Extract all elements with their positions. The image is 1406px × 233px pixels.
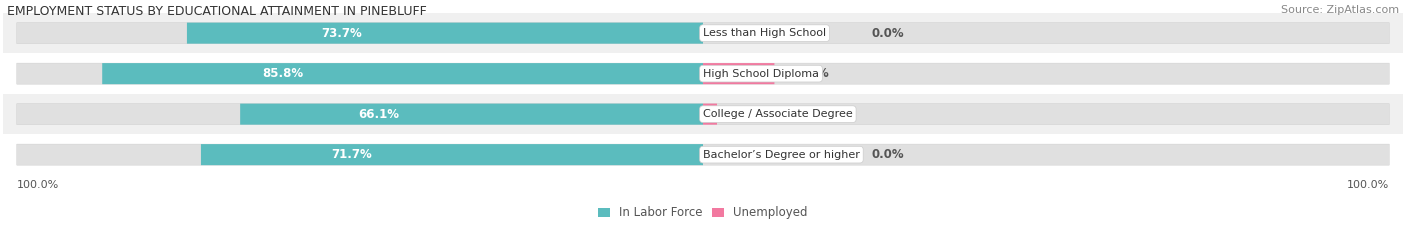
FancyBboxPatch shape <box>17 23 1389 44</box>
FancyBboxPatch shape <box>703 104 717 125</box>
FancyBboxPatch shape <box>17 63 1389 84</box>
Text: 100.0%: 100.0% <box>17 180 59 190</box>
Text: Source: ZipAtlas.com: Source: ZipAtlas.com <box>1281 5 1399 15</box>
FancyBboxPatch shape <box>187 23 703 44</box>
FancyBboxPatch shape <box>3 53 1403 94</box>
Text: 2.0%: 2.0% <box>731 108 763 121</box>
FancyBboxPatch shape <box>3 13 1403 53</box>
Text: 100.0%: 100.0% <box>1347 180 1389 190</box>
Text: 66.1%: 66.1% <box>359 108 399 121</box>
Text: 71.7%: 71.7% <box>332 148 373 161</box>
FancyBboxPatch shape <box>201 144 703 165</box>
Text: College / Associate Degree: College / Associate Degree <box>703 109 853 119</box>
FancyBboxPatch shape <box>103 63 703 84</box>
Text: EMPLOYMENT STATUS BY EDUCATIONAL ATTAINMENT IN PINEBLUFF: EMPLOYMENT STATUS BY EDUCATIONAL ATTAINM… <box>7 5 427 18</box>
Text: 0.0%: 0.0% <box>872 148 904 161</box>
Text: Bachelor’s Degree or higher: Bachelor’s Degree or higher <box>703 150 860 160</box>
FancyBboxPatch shape <box>17 104 1389 125</box>
Text: 85.8%: 85.8% <box>262 67 304 80</box>
Text: 0.0%: 0.0% <box>872 27 904 40</box>
FancyBboxPatch shape <box>240 104 703 125</box>
Text: 73.7%: 73.7% <box>322 27 363 40</box>
FancyBboxPatch shape <box>17 144 1389 165</box>
FancyBboxPatch shape <box>3 134 1403 175</box>
Text: High School Diploma: High School Diploma <box>703 69 820 79</box>
FancyBboxPatch shape <box>3 94 1403 134</box>
Text: 10.2%: 10.2% <box>789 67 830 80</box>
FancyBboxPatch shape <box>703 63 775 84</box>
Text: Less than High School: Less than High School <box>703 28 827 38</box>
Legend: In Labor Force, Unemployed: In Labor Force, Unemployed <box>598 206 808 219</box>
